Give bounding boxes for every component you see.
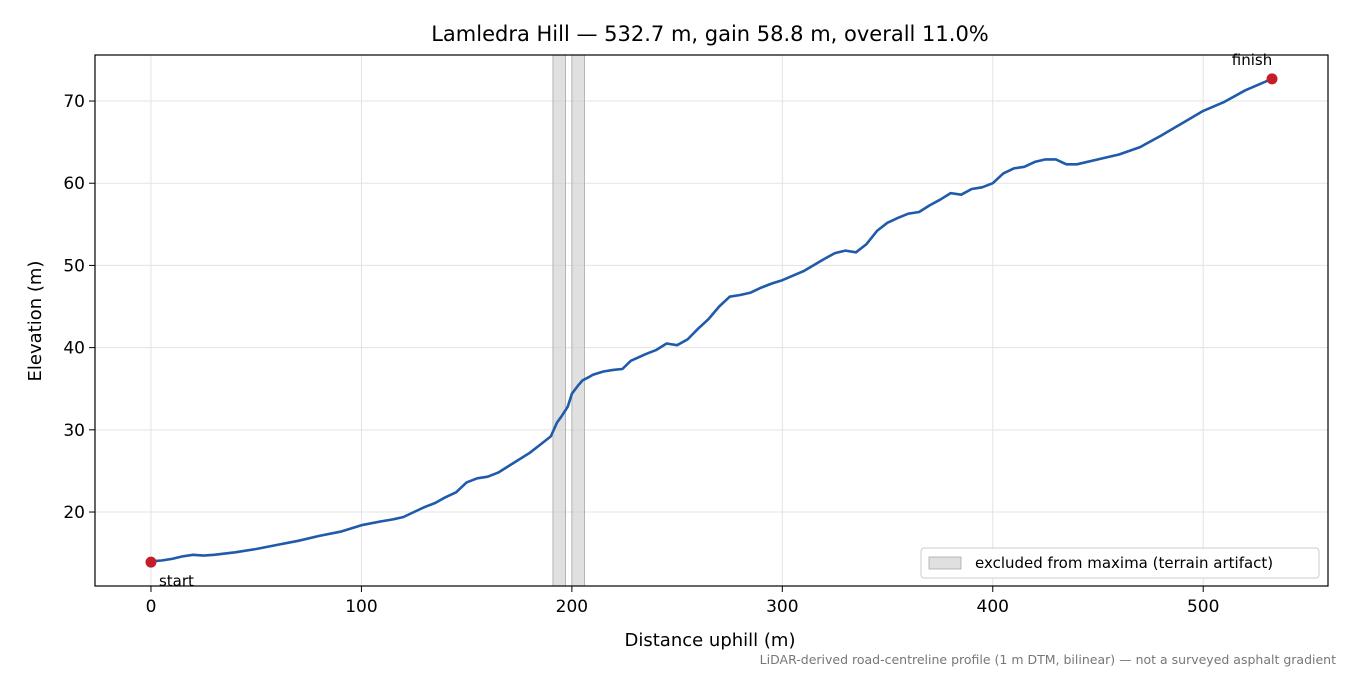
- start-marker: [145, 556, 157, 568]
- series-layer: [150, 77, 1273, 563]
- plot-area-frame: [94, 54, 1329, 587]
- y-tick-label: 40: [63, 339, 85, 359]
- legend-frame: [920, 547, 1320, 579]
- finish-label: finish: [1232, 51, 1272, 69]
- y-axis-label: Elevation (m): [25, 261, 46, 382]
- chart-title: Lamledra Hill — 532.7 m, gain 58.8 m, ov…: [431, 22, 989, 46]
- excluded-band: [552, 54, 566, 587]
- footnote: LiDAR-derived road-centreline profile (1…: [759, 652, 1336, 667]
- finish-marker: [1266, 73, 1278, 85]
- x-tick-label: 300: [766, 597, 798, 617]
- annotations: start finish: [145, 51, 1278, 590]
- elevation-series-line: [150, 77, 1273, 563]
- legend: excluded from maxima (terrain artifact): [920, 547, 1320, 579]
- grid-layer: [95, 55, 1328, 586]
- x-tick-label: 500: [1187, 597, 1219, 617]
- x-tick-label: 400: [977, 597, 1009, 617]
- y-tick-label: 30: [63, 421, 85, 441]
- excluded-band: [571, 54, 585, 587]
- axis-ticks: 0 100 200 300 400 500 20 30 40 50 60 70: [63, 92, 1219, 617]
- y-tick-label: 20: [63, 503, 85, 523]
- y-tick-label: 60: [63, 174, 85, 194]
- y-tick-label: 70: [63, 92, 85, 112]
- start-label: start: [159, 572, 194, 590]
- y-tick-label: 50: [63, 256, 85, 276]
- legend-label: excluded from maxima (terrain artifact): [975, 554, 1273, 572]
- excluded-bands: [552, 54, 585, 587]
- x-tick-label: 200: [556, 597, 588, 617]
- x-tick-label: 0: [146, 597, 157, 617]
- x-tick-label: 100: [345, 597, 377, 617]
- x-axis-label: Distance uphill (m): [625, 630, 796, 651]
- legend-swatch-excluded: [928, 556, 962, 570]
